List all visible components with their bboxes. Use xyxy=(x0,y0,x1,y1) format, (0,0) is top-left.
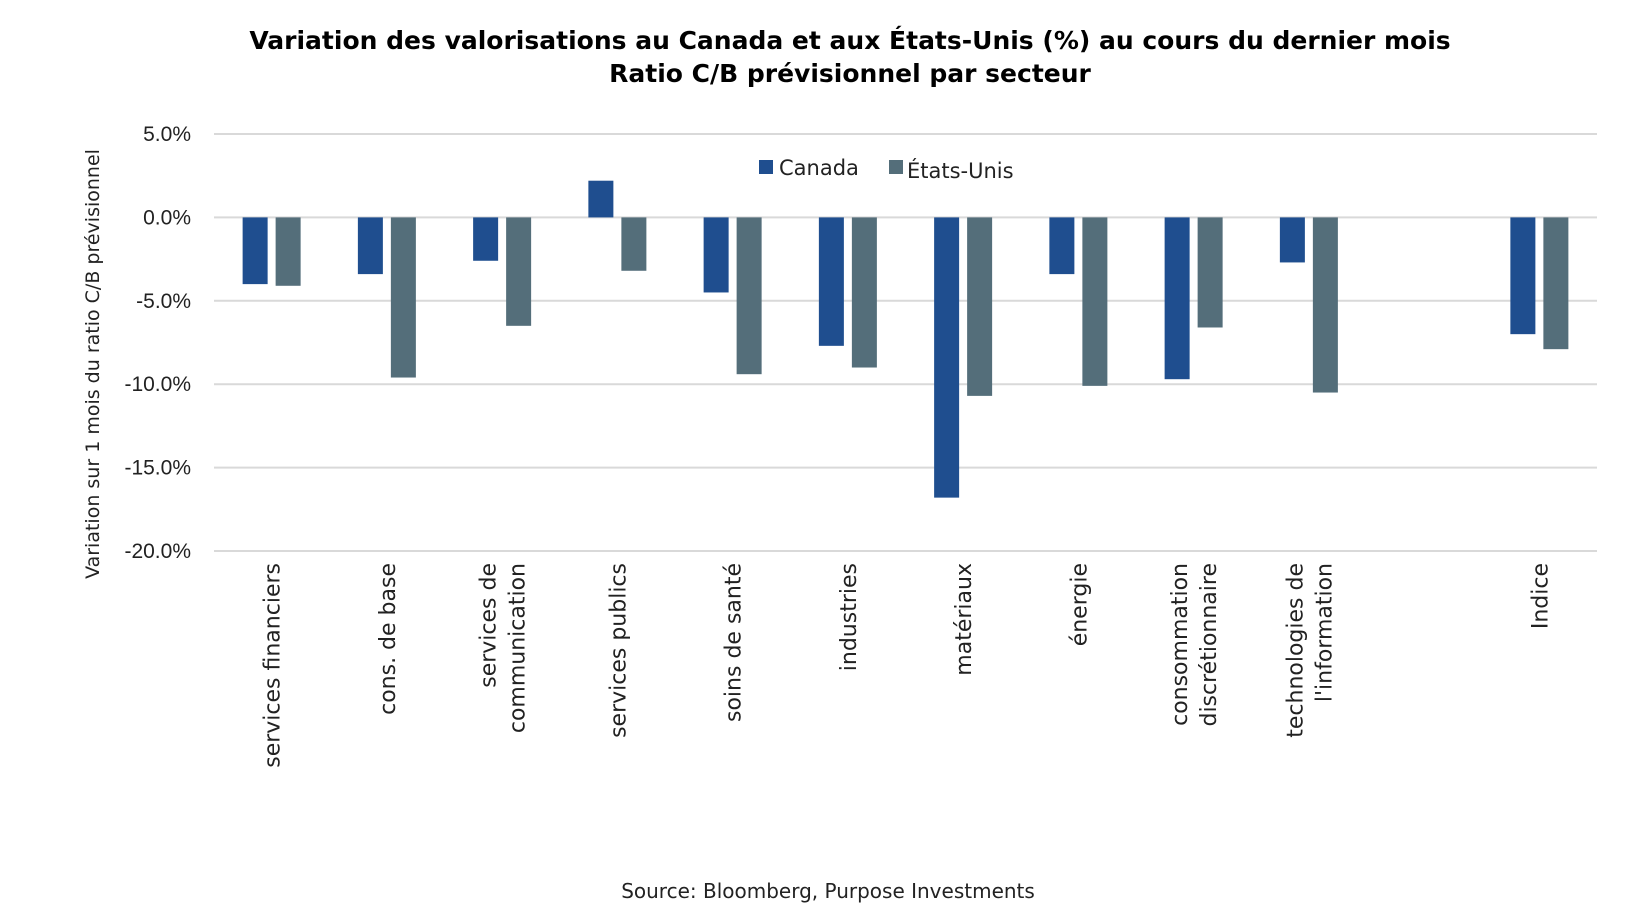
bar-etats-unis xyxy=(621,217,647,271)
x-category-label: industries xyxy=(837,563,862,671)
bar-etats-unis xyxy=(1197,217,1223,328)
legend-swatch-canada xyxy=(759,160,773,174)
bar-etats-unis xyxy=(967,217,993,396)
legend-swatch-etats-unis xyxy=(889,160,903,174)
x-category-label-line: Indice xyxy=(1528,563,1553,629)
x-category-label: matériaux xyxy=(952,563,977,676)
bar-canada xyxy=(588,180,614,218)
x-category-label-line: discrétionnaire xyxy=(1197,563,1222,727)
x-category-label: Indice xyxy=(1528,563,1553,629)
y-tick-label: -20.0% xyxy=(124,540,191,563)
chart-subtitle: Ratio C/B prévisionnel par secteur xyxy=(609,59,1091,88)
x-category-label: services de communication xyxy=(477,563,531,733)
x-category-label-line: consommation xyxy=(1168,563,1193,726)
bar-canada xyxy=(1049,217,1075,275)
y-tick-label: -10.0% xyxy=(124,373,191,396)
x-category-label-line: communication xyxy=(506,563,531,733)
source-note: Source: Bloomberg, Purpose Investments xyxy=(621,879,1035,903)
bar-canada xyxy=(818,217,844,346)
x-category-label-line: cons. de base xyxy=(376,563,401,715)
x-category-label: consommation discrétionnaire xyxy=(1168,563,1222,727)
x-category-label-line: énergie xyxy=(1067,563,1092,646)
chart-title: Variation des valorisations au Canada et… xyxy=(249,26,1450,55)
y-axis-label: Variation sur 1 mois du ratio C/B prévis… xyxy=(82,149,104,579)
x-category-label-line: soins de santé xyxy=(722,563,747,722)
x-category-label-line: matériaux xyxy=(952,563,977,676)
x-category-label: soins de santé xyxy=(722,563,747,722)
bar-etats-unis xyxy=(1082,217,1108,386)
bar-etats-unis xyxy=(851,217,877,368)
bar-canada xyxy=(473,217,499,261)
legend: Canada États-Unis xyxy=(759,156,1014,183)
bar-etats-unis xyxy=(506,217,532,326)
y-tick-label: -5.0% xyxy=(136,290,191,313)
bar-etats-unis xyxy=(390,217,416,378)
legend-label-etats-unis: États-Unis xyxy=(907,158,1014,183)
y-tick-label: 0.0% xyxy=(143,206,191,229)
bar-canada xyxy=(1164,217,1190,380)
bars xyxy=(242,180,1569,498)
x-category-label-line: l'information xyxy=(1312,563,1337,702)
bar-etats-unis xyxy=(275,217,301,286)
bar-etats-unis xyxy=(736,217,762,375)
x-category-label-line: industries xyxy=(837,563,862,671)
x-category-label-line: services de xyxy=(477,563,502,688)
x-category-label: technologies de l'information xyxy=(1283,563,1337,738)
bar-canada xyxy=(242,217,268,285)
x-category-label-line: technologies de xyxy=(1283,563,1308,738)
y-tick-label: 5.0% xyxy=(143,123,191,146)
y-tick-label: -15.0% xyxy=(124,457,191,480)
bar-etats-unis xyxy=(1543,217,1569,350)
legend-label-canada: Canada xyxy=(779,156,859,180)
x-category-label: services financiers xyxy=(261,563,286,768)
x-category-label: cons. de base xyxy=(376,563,401,715)
y-axis-ticks: 5.0% 0.0% -5.0% -10.0% -15.0% -20.0% xyxy=(124,123,191,563)
x-axis-categories: services financiers cons. de base services… xyxy=(261,563,1554,768)
bar-canada xyxy=(703,217,729,293)
x-category-label: énergie xyxy=(1067,563,1092,646)
gridlines xyxy=(214,133,1597,552)
bar-canada xyxy=(934,217,960,498)
x-category-label: services publics xyxy=(606,563,631,738)
bar-canada xyxy=(1510,217,1536,335)
bar-canada xyxy=(1279,217,1305,263)
bar-etats-unis xyxy=(1312,217,1338,393)
bar-canada xyxy=(357,217,383,275)
x-category-label-line: services financiers xyxy=(261,563,286,768)
x-category-label-line: services publics xyxy=(606,563,631,738)
